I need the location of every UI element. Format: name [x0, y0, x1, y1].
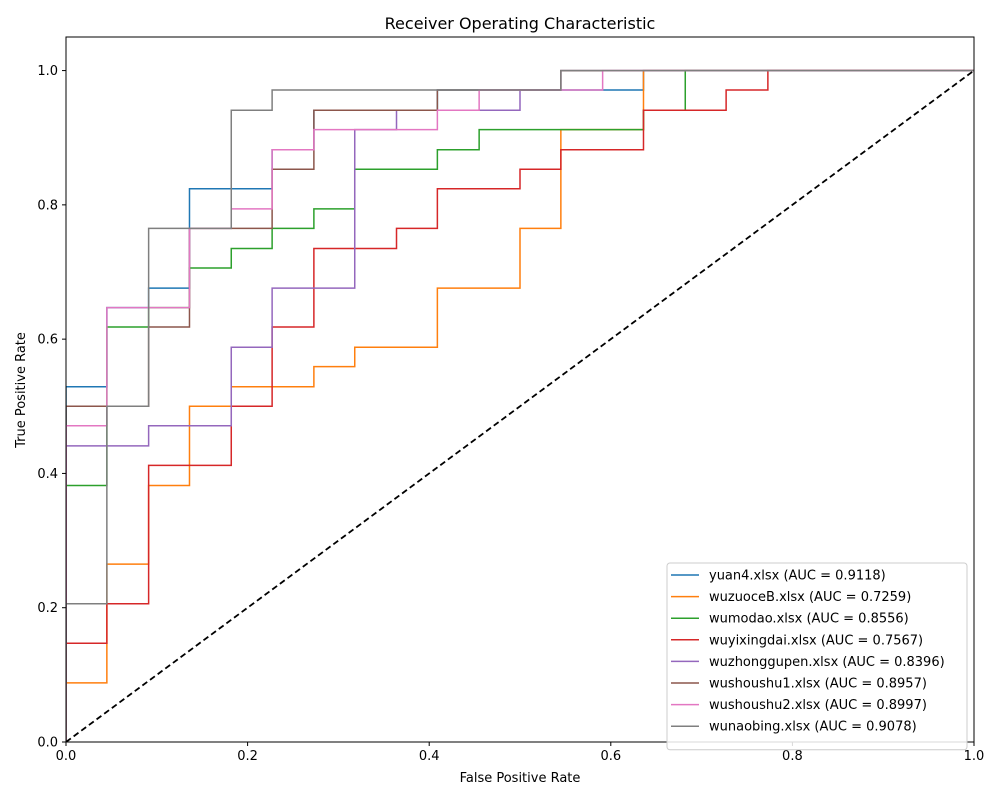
y-tick-label: 0.6 — [37, 333, 58, 348]
x-tick-label: 0.2 — [237, 749, 258, 764]
x-tick-label: 0.6 — [600, 749, 621, 764]
legend-entry: yuan4.xlsx (AUC = 0.9118) — [709, 569, 886, 584]
x-tick-label: 1.0 — [964, 749, 985, 764]
legend-entry: wushoushu1.xlsx (AUC = 0.8957) — [709, 677, 927, 692]
legend-entry: wunaobing.xlsx (AUC = 0.9078) — [709, 720, 917, 735]
roc-line-wuyixingdai — [66, 69, 974, 742]
legend-box — [666, 562, 968, 751]
y-axis: 0.0 0.2 0.4 0.6 0.8 1.0 — [37, 64, 66, 751]
series-group — [66, 69, 974, 742]
y-tick-label: 0.2 — [37, 601, 58, 616]
y-axis-label: True Positive Rate — [14, 332, 29, 449]
legend-entry: wumodao.xlsx (AUC = 0.8556) — [709, 612, 909, 627]
x-axis: 0.0 0.2 0.4 0.6 0.8 1.0 — [56, 742, 985, 764]
x-tick-label: 0.8 — [782, 749, 803, 764]
legend-entry: wuzhonggupen.xlsx (AUC = 0.8396) — [709, 655, 945, 670]
legend-entry: wushoushu2.xlsx (AUC = 0.8997) — [709, 698, 927, 713]
x-axis-label: False Positive Rate — [460, 771, 581, 786]
y-tick-label: 0.8 — [37, 198, 58, 213]
plot-area — [66, 69, 974, 742]
chart-title: Receiver Operating Characteristic — [385, 14, 656, 33]
y-tick-label: 1.0 — [37, 64, 58, 79]
roc-line-wuzuoceB — [66, 69, 974, 742]
legend-entry: wuzuoceB.xlsx (AUC = 0.7259) — [709, 590, 911, 605]
chance-diagonal-line — [66, 69, 974, 742]
legend: yuan4.xlsx (AUC = 0.9118) wuzuoceB.xlsx (… — [666, 562, 968, 751]
x-tick-label: 0.0 — [56, 749, 77, 764]
roc-line-wunaobing — [66, 69, 974, 742]
y-tick-label: 0.4 — [37, 467, 58, 482]
plot-frame — [65, 36, 975, 743]
y-tick-label: 0.0 — [37, 736, 58, 751]
x-tick-label: 0.4 — [419, 749, 440, 764]
legend-entry: wuyixingdai.xlsx (AUC = 0.7567) — [709, 633, 923, 648]
